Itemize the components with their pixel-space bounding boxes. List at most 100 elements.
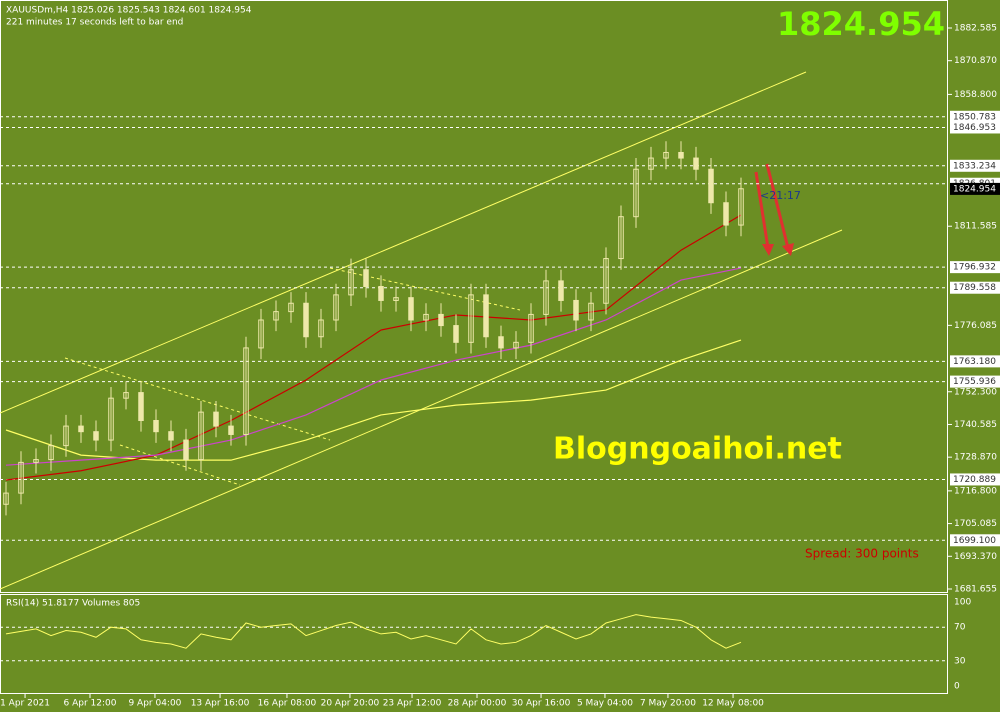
level-box [950, 473, 1000, 486]
level-label: 1850.783 [953, 112, 996, 122]
candle-body [93, 431, 99, 441]
x-tick-label: 30 Apr 16:00 [512, 699, 571, 709]
candle-body [123, 392, 129, 399]
candle-body [603, 258, 609, 304]
arrow-head [782, 243, 794, 256]
candle-body [558, 280, 564, 301]
spread: Spread: 300 points [805, 547, 919, 561]
level-box [950, 375, 1000, 388]
candle-body [393, 297, 399, 301]
candle-body [63, 425, 69, 447]
candle-body [288, 302, 294, 313]
arrow [754, 171, 770, 249]
x-tick-label: 1 Apr 2021 [0, 699, 50, 709]
candle-body [363, 269, 369, 287]
candle-body [333, 294, 339, 321]
candle-body [723, 202, 729, 226]
y-tick-label: 1740.585 [954, 420, 997, 430]
rsi-line [5, 614, 742, 649]
x-tick-label: 5 May 04:00 [577, 699, 633, 709]
y-tick-label: 1870.870 [954, 56, 997, 66]
x-tick-label: 20 Apr 20:00 [321, 699, 380, 709]
candle-body [78, 425, 84, 433]
candle-body [408, 297, 414, 321]
candle-body [468, 294, 474, 343]
candle-body [318, 319, 324, 338]
y-tick-label: 1728.870 [954, 453, 997, 463]
candle-body [18, 461, 24, 494]
candle-body [303, 302, 309, 338]
candle-body [528, 313, 534, 343]
arrow [765, 163, 790, 249]
candle-body [423, 313, 429, 321]
candle-body [663, 151, 669, 159]
rsi-title: RSI(14) 51.8177 Volumes 805 [6, 599, 140, 609]
y-tick-label: 1705.085 [954, 519, 997, 529]
candle-body [633, 168, 639, 218]
rsi-tick-label: 70 [954, 623, 966, 633]
candle-body [438, 313, 444, 327]
main-frame [0, 0, 948, 593]
y-tick-label: 1882.585 [954, 23, 997, 33]
candle-body [168, 431, 174, 441]
current-price-label: 1824.954 [953, 184, 996, 194]
title: XAUUSDm,H4 1825.026 1825.543 1824.601 18… [6, 6, 252, 16]
x-tick-label: 23 Apr 12:00 [383, 699, 442, 709]
level-label: 1846.953 [953, 123, 996, 133]
candle-body [618, 216, 624, 260]
x-tick-label: 28 Apr 00:00 [448, 699, 507, 709]
candle-body [498, 336, 504, 349]
candle-body [678, 151, 684, 159]
level-label: 1833.234 [953, 161, 996, 171]
x-tick-label: 13 Apr 16:00 [191, 699, 250, 709]
candle-body [258, 319, 264, 349]
candle-body [138, 392, 144, 422]
candle-body [273, 311, 279, 321]
subtitle: 221 minutes 17 seconds left to bar end [6, 18, 183, 28]
candle-body [453, 325, 459, 343]
candle-body [378, 285, 384, 301]
candle-body [48, 445, 54, 461]
candle-body [588, 302, 594, 321]
level-box [950, 159, 1000, 172]
candle-body [183, 439, 189, 461]
level-box [950, 534, 1000, 547]
y-tick-label: 1811.585 [954, 222, 997, 232]
rsi-tick-label: 100 [954, 598, 971, 608]
candle-body [33, 459, 39, 463]
candle-body [228, 425, 234, 435]
level-box [950, 121, 1000, 134]
moving-average [5, 339, 742, 461]
level-box [950, 261, 1000, 274]
rsi-tick-label: 0 [954, 682, 960, 692]
candle-body [693, 157, 699, 170]
y-tick-label: 1716.800 [954, 486, 997, 496]
level-box [950, 355, 1000, 368]
bar-timer: <21:17 [760, 189, 801, 202]
rsi-frame [0, 594, 948, 694]
candle-body [513, 341, 519, 349]
candle-body [543, 280, 549, 315]
candle-body [153, 420, 159, 433]
arrow-head [762, 244, 774, 256]
candle-body [3, 492, 9, 505]
x-tick-label: 7 May 20:00 [640, 699, 696, 709]
x-tick-label: 12 May 08:00 [702, 699, 764, 709]
moving-average [5, 267, 742, 466]
candle-body [108, 397, 114, 441]
level-label: 1699.100 [953, 536, 996, 546]
candle-body [348, 269, 354, 296]
rsi-tick-label: 30 [954, 656, 966, 666]
level-box [950, 281, 1000, 294]
candle-body [213, 411, 219, 427]
candle-body [738, 188, 744, 226]
watermark: Blogngoaihoi.net [553, 432, 842, 467]
candle-body [483, 294, 489, 338]
moving-average [5, 214, 742, 481]
level-label: 1720.889 [953, 475, 996, 485]
x-tick-label: 16 Apr 08:00 [258, 699, 317, 709]
level-box [950, 110, 1000, 123]
candle-body [573, 299, 579, 321]
